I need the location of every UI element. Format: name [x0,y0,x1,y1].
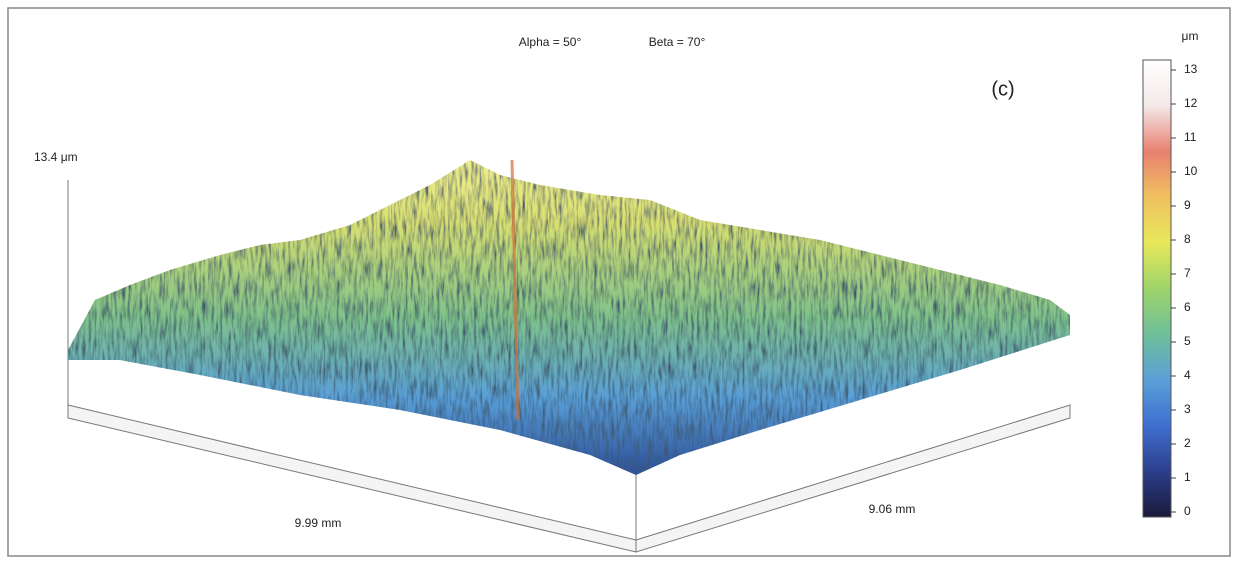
view-alpha: Alpha = 50° [519,35,582,49]
panel-label: (c) [991,78,1014,100]
colorbar-tick-label: 5 [1184,334,1191,348]
colorbar-tick-label: 3 [1184,402,1191,416]
surface [68,160,1070,475]
colorbar-tick-label: 11 [1184,130,1197,144]
colorbar-unit: μm [1182,29,1199,43]
colorbar-tick-label: 1 [1184,470,1191,484]
x-axis-label: 9.99 mm [295,516,342,530]
colorbar-tick-label: 4 [1184,368,1191,382]
view-beta: Beta = 70° [649,35,706,49]
colorbar-tick-label: 0 [1184,504,1191,518]
colorbar-tick-label: 10 [1184,164,1198,178]
colorbar-tick-label: 7 [1184,266,1191,280]
figure: Alpha = 50° Beta = 70° (c) 13.4 μm 9.99 … [0,0,1238,564]
colorbar-tick-label: 12 [1184,96,1198,110]
colorbar-tick-label: 6 [1184,300,1191,314]
colorbar-tick-label: 9 [1184,198,1191,212]
colorbar-tick-label: 2 [1184,436,1191,450]
colorbar [1143,60,1171,517]
y-axis-label: 9.06 mm [869,502,916,516]
colorbar-tick-label: 13 [1184,62,1198,76]
z-axis-label: 13.4 μm [34,150,78,164]
colorbar-tick-label: 8 [1184,232,1191,246]
